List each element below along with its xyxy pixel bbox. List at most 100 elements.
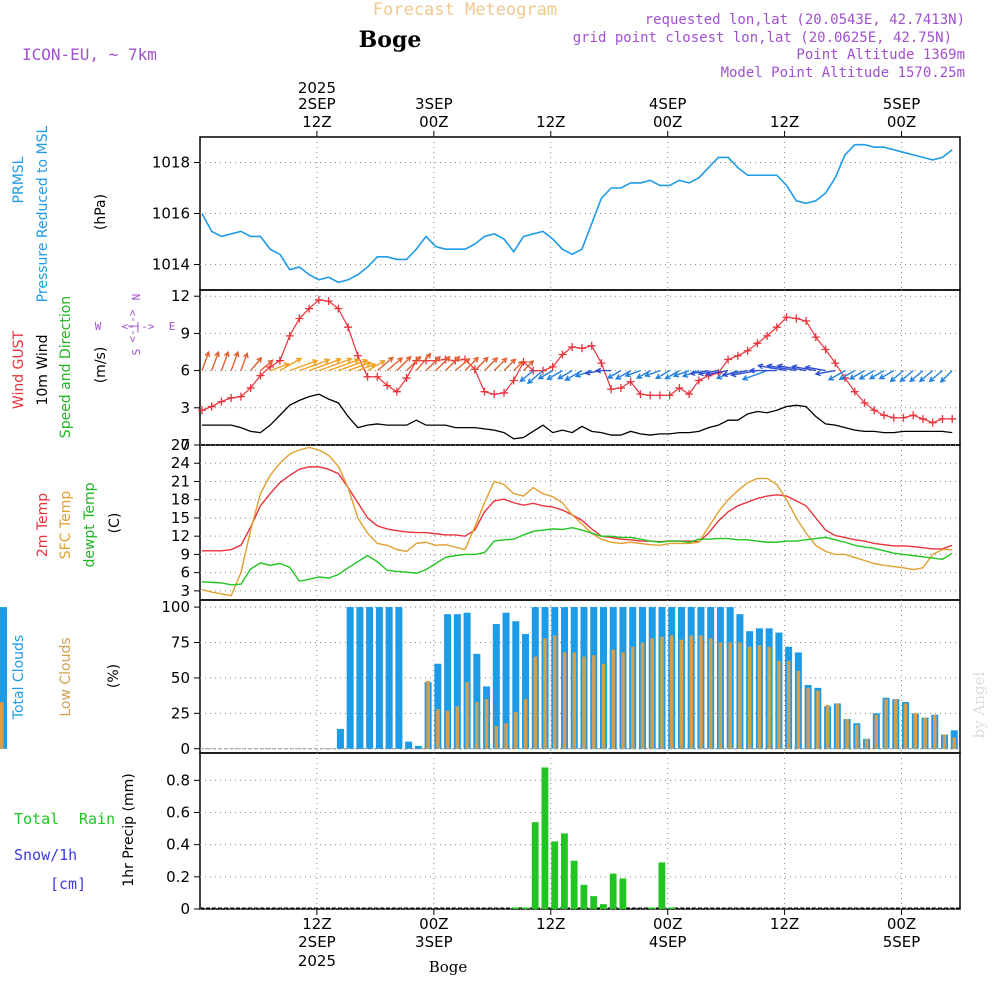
pressure-label-1: PRMSL <box>11 156 27 203</box>
temp-2m-label: 2m Temp <box>35 493 51 557</box>
total-clouds-label: Total Clouds <box>11 635 27 720</box>
wind-direction-arrow <box>928 370 943 383</box>
temp-unit: (C) <box>107 513 123 534</box>
gust-marker <box>217 397 226 406</box>
precip-snow-unit: [cm] <box>50 875 86 893</box>
wind-direction-arrow <box>493 357 508 372</box>
footer-location: Boge <box>429 958 468 976</box>
low-cloud-bar <box>582 656 586 749</box>
gust-marker <box>646 391 655 400</box>
low-cloud-bar <box>630 646 635 749</box>
wind-direction-arrow <box>838 369 856 380</box>
gust-marker <box>626 377 635 386</box>
wind-direction-arrow <box>396 355 412 372</box>
gust-marker <box>568 343 577 352</box>
total-cloud-bar <box>444 614 452 749</box>
wind-direction-arrow <box>776 363 807 372</box>
precip-frame <box>199 752 961 910</box>
wind-direction-arrow <box>636 369 651 379</box>
temp-ytick-label: 21 <box>171 472 190 490</box>
wind-direction-arrow <box>406 355 422 372</box>
pressure-ytick-label: 1016 <box>152 205 190 223</box>
low-cloud-bar <box>514 711 518 749</box>
wind-direction-arrow <box>338 358 369 372</box>
wind-direction-arrow <box>918 370 934 383</box>
compass-w: W <box>95 320 102 333</box>
temp-ytick-label: 27 <box>171 436 190 454</box>
wind-direction-arrow <box>672 369 690 378</box>
low-cloud-bar <box>650 638 654 749</box>
rain-bar <box>580 884 588 909</box>
clouds-ytick-label: 25 <box>171 704 190 722</box>
low-cloud-bar <box>553 635 557 749</box>
total-cloud-bar <box>492 624 500 749</box>
gust-marker <box>275 356 284 365</box>
gust-marker <box>607 385 616 394</box>
gust-marker <box>500 388 508 397</box>
pressure-ytick-label: 1014 <box>152 256 190 274</box>
rain-bar <box>531 822 539 909</box>
wind-direction-arrow <box>741 369 768 381</box>
low-clouds-label: Low Clouds <box>58 637 74 716</box>
clouds-ytick-label: 50 <box>171 669 190 687</box>
wind-direction-arrow <box>704 369 729 377</box>
low-cloud-bar <box>601 663 606 749</box>
gust-marker <box>694 376 703 385</box>
wind-direction-arrow <box>537 369 554 380</box>
bottom-time-label: 5SEP <box>883 933 921 951</box>
rain-bar <box>648 907 656 909</box>
rain-bar <box>541 767 549 909</box>
bottom-time-label: 00Z <box>419 915 448 933</box>
total-cloud-bar <box>434 663 442 749</box>
low-cloud-bar <box>543 638 547 749</box>
wind-direction-arrow <box>289 359 319 372</box>
low-cloud-bar <box>806 687 810 749</box>
gust-marker <box>295 314 304 323</box>
gust-marker <box>324 297 333 306</box>
wind-direction-arrow <box>827 369 846 381</box>
gust-marker <box>236 392 245 401</box>
low-cloud-bar <box>669 635 674 749</box>
gust-marker <box>392 387 401 396</box>
gust-marker <box>889 413 898 422</box>
wind-direction-arrow <box>594 367 612 374</box>
wind-direction-arrow <box>664 369 680 380</box>
wind-direction-arrow <box>230 350 240 371</box>
watermark: by Angel <box>970 671 988 738</box>
low-cloud-bar <box>660 636 664 749</box>
pressure-unit: (hPa) <box>93 194 109 230</box>
total-cloud-bar <box>414 745 422 749</box>
wind-direction-arrow <box>858 369 875 380</box>
total-cloud-bar <box>502 612 510 749</box>
wind-ytick-label: 9 <box>180 324 190 342</box>
wind-direction-arrow <box>435 355 451 372</box>
wind-direction-arrow <box>201 350 211 371</box>
rain-bar <box>619 878 627 909</box>
wind-direction-arrow <box>415 352 432 372</box>
bottom-time-label: 3SEP <box>415 933 453 951</box>
temp-ytick-label: 18 <box>171 491 190 509</box>
top-time-label: 00Z <box>887 113 916 131</box>
wind-ytick-label: 12 <box>171 287 190 305</box>
wind-direction-arrow <box>250 356 263 372</box>
low-cloud-bar <box>465 682 469 749</box>
gust-marker <box>938 414 947 423</box>
gust-marker <box>782 313 791 322</box>
low-cloud-bar <box>835 703 840 749</box>
gust-marker <box>870 406 879 415</box>
wind-direction-arrow <box>308 357 342 372</box>
temp-ytick-label: 15 <box>171 509 190 527</box>
low-cloud-bar <box>728 642 732 749</box>
wind-direction-arrow <box>299 358 331 372</box>
wind-direction-arrow <box>484 356 499 372</box>
gust-marker <box>597 359 606 368</box>
grid-point-coords: grid point closest lon,lat (20.0625E, 42… <box>573 30 952 46</box>
gust-marker <box>743 346 752 355</box>
rain-bar <box>512 907 520 909</box>
total-cloud-bar <box>0 607 8 749</box>
low-cloud-bar <box>455 706 460 749</box>
plot-panels: 1014101610180369123691215182124270255075… <box>0 79 961 970</box>
low-cloud-bar <box>757 645 762 749</box>
gust-marker <box>928 418 937 427</box>
gust-marker <box>266 362 275 371</box>
